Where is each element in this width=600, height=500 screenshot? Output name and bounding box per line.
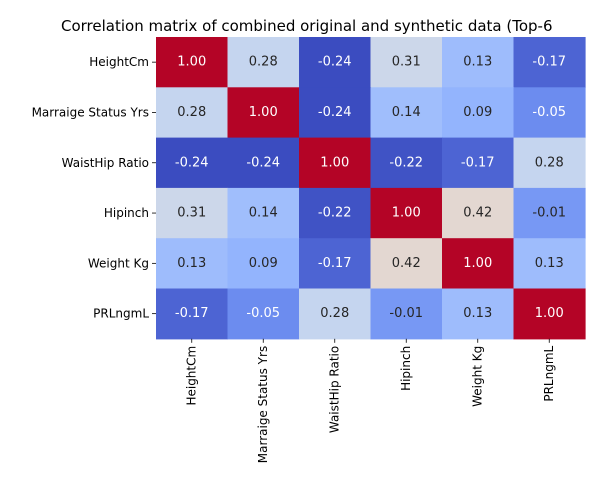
chart-title: Correlation matrix of combined original … <box>61 17 553 35</box>
heatmap-cell <box>513 37 586 88</box>
heatmap-cell <box>227 87 300 139</box>
cell-value-label: 0.28 <box>535 155 564 170</box>
heatmap-cell <box>370 238 443 290</box>
cell-value-label: -0.17 <box>532 55 566 70</box>
cell-value-label: 0.31 <box>392 55 421 70</box>
cell-value-label: 0.13 <box>177 256 206 271</box>
heatmap-cell <box>442 87 515 139</box>
heatmap-cell <box>370 187 443 239</box>
heatmap-cell <box>370 37 443 88</box>
heatmap-cell <box>156 288 229 340</box>
cell-value-label: 1.00 <box>463 256 492 271</box>
cell-value-label: 0.28 <box>177 105 206 120</box>
cell-value-label: -0.17 <box>461 155 495 170</box>
row-tick-label: Marraige Status Yrs <box>32 105 149 119</box>
heatmap-cells: 1.00 0.28 -0.24 0.31 0.13 -0.17 0.28 1.00 -0.24 0… <box>156 37 586 340</box>
row-tick-label: Hipinch <box>104 206 149 220</box>
cell-value-label: 0.28 <box>249 55 278 70</box>
heatmap-cell <box>299 288 372 340</box>
cell-value-label: 1.00 <box>392 206 421 221</box>
cell-value-label: 1.00 <box>535 306 564 321</box>
cell-value-label: -0.24 <box>246 155 280 170</box>
heatmap-cell <box>227 238 300 290</box>
heatmap-cell <box>513 288 586 340</box>
cell-value-label: -0.24 <box>318 55 352 70</box>
cell-value-label: -0.05 <box>532 105 566 120</box>
cell-value-label: -0.24 <box>175 155 209 170</box>
column-tick-label: PRLngmL <box>542 345 556 401</box>
heatmap-cell <box>513 87 586 139</box>
heatmap-cell <box>227 288 300 340</box>
heatmap-cell <box>299 87 372 139</box>
heatmap-cell <box>156 187 229 239</box>
heatmap-cell <box>513 137 586 189</box>
heatmap-cell <box>442 137 515 189</box>
column-tick-label: Marraige Status Yrs <box>256 346 270 463</box>
cell-value-label: 0.14 <box>249 206 278 221</box>
column-tick-labels: HeightCm Marraige Status Yrs WaistHip Rati… <box>185 338 556 463</box>
heatmap-cell <box>299 238 372 290</box>
row-tick-label: PRLngmL <box>93 307 149 321</box>
cell-value-label: 0.09 <box>463 105 492 120</box>
heatmap-cell <box>442 187 515 239</box>
cell-value-label: -0.22 <box>318 206 352 221</box>
heatmap-cell <box>513 238 586 290</box>
cell-value-label: -0.22 <box>389 155 423 170</box>
cell-value-label: 0.28 <box>320 306 349 321</box>
cell-value-label: 0.42 <box>392 256 421 271</box>
cell-value-label: 0.13 <box>463 55 492 70</box>
cell-value-label: -0.24 <box>318 105 352 120</box>
cell-value-label: 1.00 <box>177 55 206 70</box>
heatmap-cell <box>227 137 300 189</box>
cell-value-label: -0.01 <box>389 306 423 321</box>
cell-value-label: 1.00 <box>320 155 349 170</box>
heatmap-cell <box>227 37 300 88</box>
heatmap-cell <box>370 288 443 340</box>
cell-value-label: -0.05 <box>246 306 280 321</box>
heatmap-cell <box>299 37 372 88</box>
row-tick-label: Weight Kg <box>88 256 149 270</box>
heatmap-cell <box>442 288 515 340</box>
column-tick-label: WaistHip Ratio <box>328 346 342 433</box>
column-tick-label: Hipinch <box>399 346 413 391</box>
cell-value-label: 0.13 <box>463 306 492 321</box>
heatmap-cell <box>370 137 443 189</box>
heatmap-cell <box>299 187 372 239</box>
heatmap-cell <box>156 137 229 189</box>
heatmap-cell <box>299 137 372 189</box>
cell-value-label: 0.13 <box>535 256 564 271</box>
cell-value-label: -0.17 <box>175 306 209 321</box>
row-tick-labels: HeightCm Marraige Status Yrs WaistHip Rati… <box>32 55 156 321</box>
column-tick-label: Weight Kg <box>471 346 485 407</box>
heatmap-cell <box>156 87 229 139</box>
heatmap-cell <box>370 87 443 139</box>
heatmap-cell <box>156 37 229 88</box>
cell-value-label: 1.00 <box>249 105 278 120</box>
cell-value-label: -0.01 <box>532 206 566 221</box>
cell-value-label: 0.09 <box>249 256 278 271</box>
heatmap-cell <box>156 238 229 290</box>
column-tick-label: HeightCm <box>185 346 199 406</box>
heatmap-cell <box>442 238 515 290</box>
cell-value-label: 0.31 <box>177 206 206 221</box>
row-tick-label: WaistHip Ratio <box>62 156 149 170</box>
cell-value-label: -0.17 <box>318 256 352 271</box>
cell-value-label: 0.14 <box>392 105 421 120</box>
heatmap-cell <box>513 187 586 239</box>
heatmap-cell <box>442 37 515 88</box>
row-tick-label: HeightCm <box>89 55 149 69</box>
cell-value-label: 0.42 <box>463 206 492 221</box>
heatmap-cell <box>227 187 300 239</box>
